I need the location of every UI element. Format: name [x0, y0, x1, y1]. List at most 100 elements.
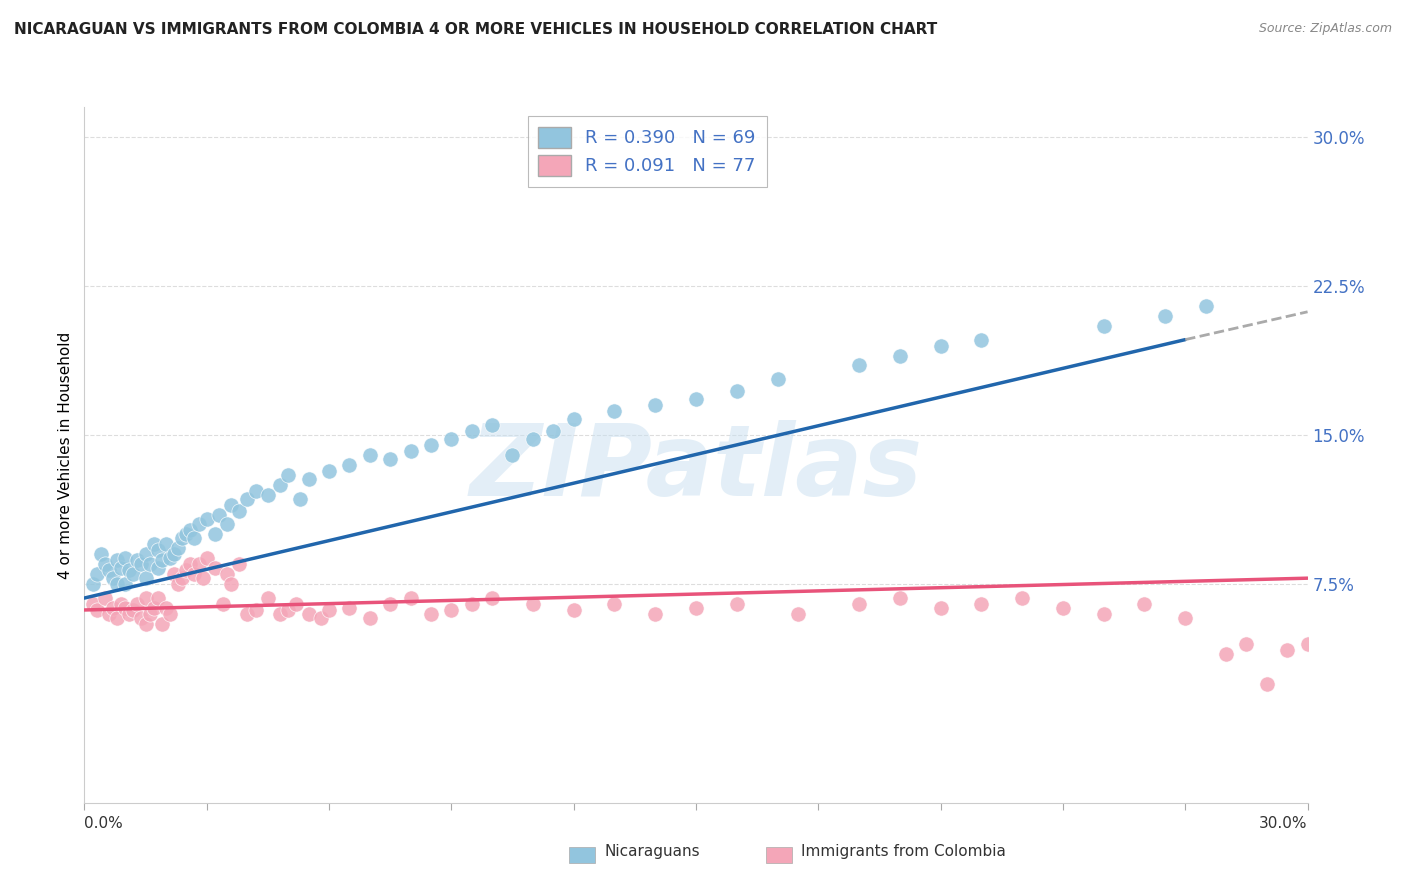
Point — [179, 524, 201, 538]
FancyBboxPatch shape — [766, 847, 792, 863]
Point — [461, 597, 484, 611]
Point — [97, 563, 120, 577]
Point — [236, 491, 259, 506]
Point — [685, 601, 707, 615]
Point — [204, 527, 226, 541]
Point — [298, 472, 321, 486]
Point — [183, 567, 205, 582]
Point — [725, 384, 748, 399]
Point — [159, 607, 181, 621]
Point — [159, 551, 181, 566]
Point — [187, 517, 209, 532]
Point — [101, 601, 124, 615]
Point — [191, 571, 214, 585]
Point — [970, 597, 993, 611]
Point — [118, 563, 141, 577]
Point — [212, 597, 235, 611]
Point — [318, 464, 340, 478]
Point — [929, 338, 952, 352]
Point — [179, 558, 201, 572]
Point — [167, 541, 190, 556]
Point — [150, 616, 173, 631]
Point — [339, 458, 360, 472]
Point — [399, 444, 422, 458]
Text: 0.0%: 0.0% — [84, 816, 124, 831]
Point — [174, 527, 197, 541]
Point — [195, 551, 218, 566]
Point — [204, 561, 226, 575]
Point — [339, 601, 360, 615]
Point — [131, 611, 153, 625]
Point — [1358, 650, 1381, 665]
Point — [562, 603, 585, 617]
Point — [195, 511, 218, 525]
Point — [118, 607, 141, 621]
Point — [359, 611, 381, 625]
Text: 30.0%: 30.0% — [1260, 816, 1308, 831]
Point — [787, 607, 810, 621]
Point — [86, 567, 108, 582]
Text: Source: ZipAtlas.com: Source: ZipAtlas.com — [1258, 22, 1392, 36]
Point — [1275, 642, 1298, 657]
Point — [163, 567, 186, 582]
Point — [889, 349, 911, 363]
Point — [562, 412, 585, 426]
Point — [172, 532, 194, 546]
Point — [110, 597, 132, 611]
Point — [461, 424, 484, 438]
Point — [228, 558, 250, 572]
Point — [1398, 642, 1406, 657]
Point — [848, 359, 870, 373]
Point — [135, 547, 157, 561]
Point — [522, 597, 544, 611]
Point — [114, 577, 136, 591]
Point — [105, 553, 128, 567]
Point — [1296, 637, 1319, 651]
Point — [105, 577, 128, 591]
Point — [1174, 611, 1197, 625]
Point — [105, 611, 128, 625]
Point — [481, 591, 503, 605]
Point — [399, 591, 422, 605]
Point — [440, 432, 463, 446]
Point — [90, 547, 112, 561]
Text: Immigrants from Colombia: Immigrants from Colombia — [801, 845, 1007, 859]
Point — [146, 591, 169, 605]
Point — [644, 398, 666, 412]
Point — [142, 601, 165, 615]
Point — [97, 607, 120, 621]
Point — [1256, 676, 1278, 690]
Point — [257, 591, 280, 605]
Point — [245, 483, 267, 498]
Point — [1153, 309, 1175, 323]
Point — [543, 424, 565, 438]
Point — [644, 607, 666, 621]
Point — [127, 553, 149, 567]
Point — [138, 607, 160, 621]
Point — [1316, 647, 1339, 661]
Point — [603, 597, 626, 611]
Point — [522, 432, 544, 446]
Point — [766, 372, 789, 386]
Point — [1052, 601, 1074, 615]
Point — [929, 601, 952, 615]
Point — [122, 567, 145, 582]
Point — [167, 577, 190, 591]
FancyBboxPatch shape — [569, 847, 595, 863]
Point — [501, 448, 523, 462]
Point — [420, 438, 443, 452]
Point — [217, 567, 239, 582]
Point — [219, 577, 242, 591]
Point — [970, 333, 993, 347]
Text: Nicaraguans: Nicaraguans — [605, 845, 700, 859]
Point — [142, 537, 165, 551]
Point — [114, 601, 136, 615]
Point — [172, 571, 194, 585]
Point — [208, 508, 231, 522]
Point — [1378, 647, 1400, 661]
Text: NICARAGUAN VS IMMIGRANTS FROM COLOMBIA 4 OR MORE VEHICLES IN HOUSEHOLD CORRELATI: NICARAGUAN VS IMMIGRANTS FROM COLOMBIA 4… — [14, 22, 938, 37]
Point — [1092, 318, 1115, 333]
Point — [146, 561, 169, 575]
Point — [110, 561, 132, 575]
Point — [1337, 642, 1360, 657]
